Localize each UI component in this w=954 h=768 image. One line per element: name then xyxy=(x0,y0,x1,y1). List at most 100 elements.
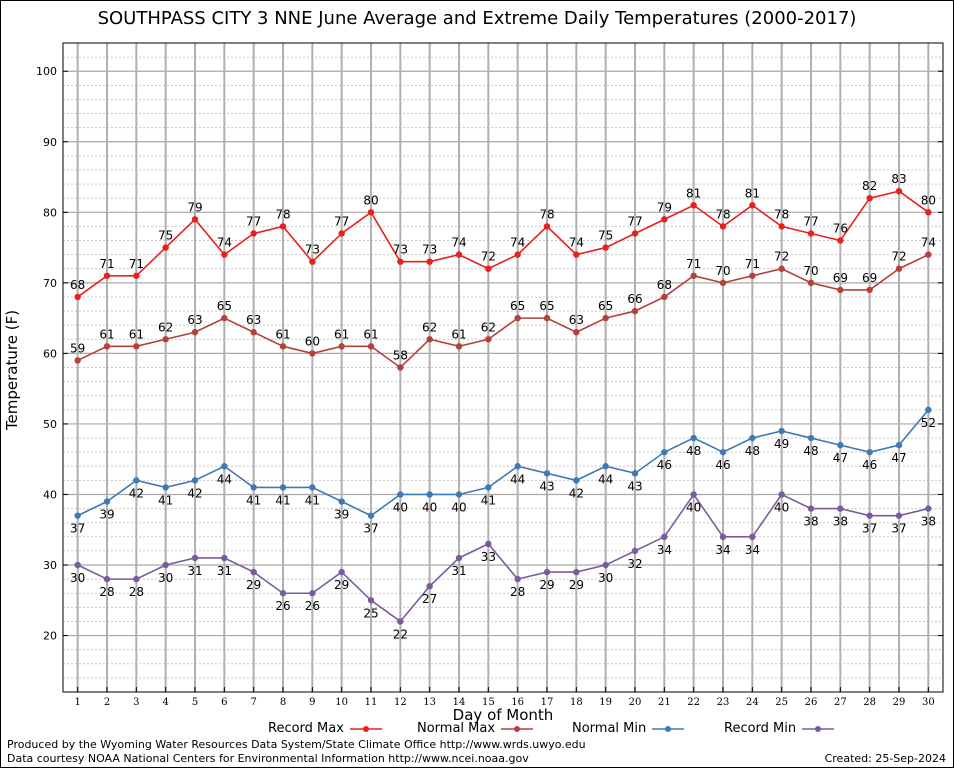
data-point-normal-min xyxy=(103,498,111,505)
data-label-record-max: 81 xyxy=(686,186,701,200)
data-label-record-min: 34 xyxy=(657,543,672,557)
data-label-normal-max: 62 xyxy=(481,320,496,334)
data-point-normal-max xyxy=(74,357,81,364)
data-point-normal-max xyxy=(925,251,932,258)
data-label-record-max: 75 xyxy=(158,229,173,243)
data-label-normal-min: 47 xyxy=(833,451,848,465)
data-point-normal-max xyxy=(866,286,873,294)
credit-producer: Produced by the Wyoming Water Resources … xyxy=(7,738,586,751)
data-label-record-max: 78 xyxy=(715,207,730,221)
data-point-record-min xyxy=(895,512,903,519)
x-tick-label: 4 xyxy=(162,697,168,708)
data-point-normal-max xyxy=(162,336,169,343)
data-point-normal-min xyxy=(895,441,903,449)
data-label-record-max: 74 xyxy=(451,236,466,250)
data-label-record-max: 78 xyxy=(539,207,554,221)
data-point-record-min xyxy=(719,533,727,541)
data-label-record-max: 71 xyxy=(129,257,144,271)
data-label-record-min: 28 xyxy=(129,585,144,599)
y-tick-label: 100 xyxy=(36,65,57,78)
x-tick-label: 22 xyxy=(687,697,700,708)
legend-label: Normal Min xyxy=(572,721,647,736)
x-tick-label: 12 xyxy=(394,697,407,708)
legend-record-min: Record Min xyxy=(724,721,835,736)
data-label-normal-min: 40 xyxy=(422,500,437,514)
credit-data-source: Data courtesy NOAA National Centers for … xyxy=(7,752,529,765)
data-point-record-max xyxy=(895,187,903,195)
data-label-record-max: 82 xyxy=(862,179,877,193)
data-point-record-min xyxy=(485,540,492,548)
data-point-normal-max xyxy=(426,336,433,343)
data-point-normal-min xyxy=(661,448,668,456)
data-label-normal-max: 61 xyxy=(99,327,114,341)
data-point-record-min xyxy=(162,561,169,569)
data-point-record-min xyxy=(279,590,287,597)
data-label-normal-max: 65 xyxy=(539,299,554,313)
data-point-record-max xyxy=(866,194,873,202)
data-label-normal-max: 66 xyxy=(627,292,642,306)
data-label-record-max: 79 xyxy=(187,200,202,214)
data-point-record-min xyxy=(338,568,345,576)
data-label-normal-min: 39 xyxy=(334,508,349,522)
y-tick-label: 60 xyxy=(43,347,57,360)
data-label-normal-max: 69 xyxy=(862,271,877,285)
data-point-record-max xyxy=(338,230,345,237)
data-point-record-min xyxy=(837,505,844,512)
y-tick-label: 20 xyxy=(43,630,57,643)
legend-record-max: Record Max xyxy=(268,721,382,736)
legend-swatch-record-min xyxy=(802,725,835,732)
x-tick-label: 10 xyxy=(335,697,348,708)
data-point-record-max xyxy=(279,223,287,230)
data-point-record-max xyxy=(573,251,580,258)
data-point-normal-max xyxy=(103,343,111,350)
data-label-normal-min: 46 xyxy=(715,458,730,472)
data-label-normal-min: 42 xyxy=(187,486,202,500)
data-point-record-max xyxy=(690,202,697,209)
data-label-record-max: 77 xyxy=(334,214,349,228)
data-point-normal-min xyxy=(279,484,287,491)
data-point-record-min xyxy=(455,554,463,562)
data-point-normal-min xyxy=(74,512,81,519)
data-label-record-min: 37 xyxy=(862,522,877,536)
data-point-normal-max xyxy=(455,343,463,350)
data-label-record-min: 31 xyxy=(217,564,232,578)
data-point-normal-max xyxy=(719,279,727,287)
x-tick-label: 23 xyxy=(717,697,730,708)
series-line-record-max xyxy=(77,190,929,298)
data-point-record-max xyxy=(837,237,844,244)
data-label-normal-max: 63 xyxy=(246,313,261,327)
data-label-record-min: 28 xyxy=(99,585,114,599)
data-label-record-min: 32 xyxy=(627,557,642,571)
x-tick-label: 26 xyxy=(805,697,818,708)
data-label-record-max: 73 xyxy=(422,243,437,257)
data-point-normal-max xyxy=(397,364,404,371)
x-tick-label: 29 xyxy=(893,697,906,708)
series-line-normal-max xyxy=(77,253,929,369)
x-tick-label: 17 xyxy=(541,697,554,708)
data-label-record-min: 29 xyxy=(246,578,261,592)
data-label-normal-min: 46 xyxy=(657,458,672,472)
data-label-record-min: 33 xyxy=(481,550,496,564)
data-point-normal-max xyxy=(778,265,785,272)
data-point-record-max xyxy=(543,223,551,230)
data-label-normal-min: 43 xyxy=(539,479,554,493)
y-tick-label: 30 xyxy=(43,559,57,572)
data-label-normal-min: 48 xyxy=(686,444,701,458)
x-tick-label: 3 xyxy=(133,697,139,708)
data-label-record-min: 30 xyxy=(70,571,85,585)
data-label-record-min: 29 xyxy=(334,578,349,592)
data-label-normal-max: 72 xyxy=(891,250,906,264)
data-point-record-max xyxy=(397,258,404,265)
data-point-normal-max xyxy=(191,329,199,336)
data-label-normal-min: 44 xyxy=(217,472,232,486)
legend-swatch-normal-max xyxy=(501,725,534,732)
data-point-normal-max xyxy=(367,343,375,350)
data-point-record-max xyxy=(191,216,199,223)
y-tick-label: 70 xyxy=(43,277,57,290)
data-point-normal-min xyxy=(133,477,140,484)
data-label-record-max: 77 xyxy=(246,214,261,228)
series-line-record-min xyxy=(77,493,929,623)
data-point-record-min xyxy=(749,533,756,541)
y-tick-label: 80 xyxy=(43,206,57,219)
data-point-normal-min xyxy=(866,448,873,456)
